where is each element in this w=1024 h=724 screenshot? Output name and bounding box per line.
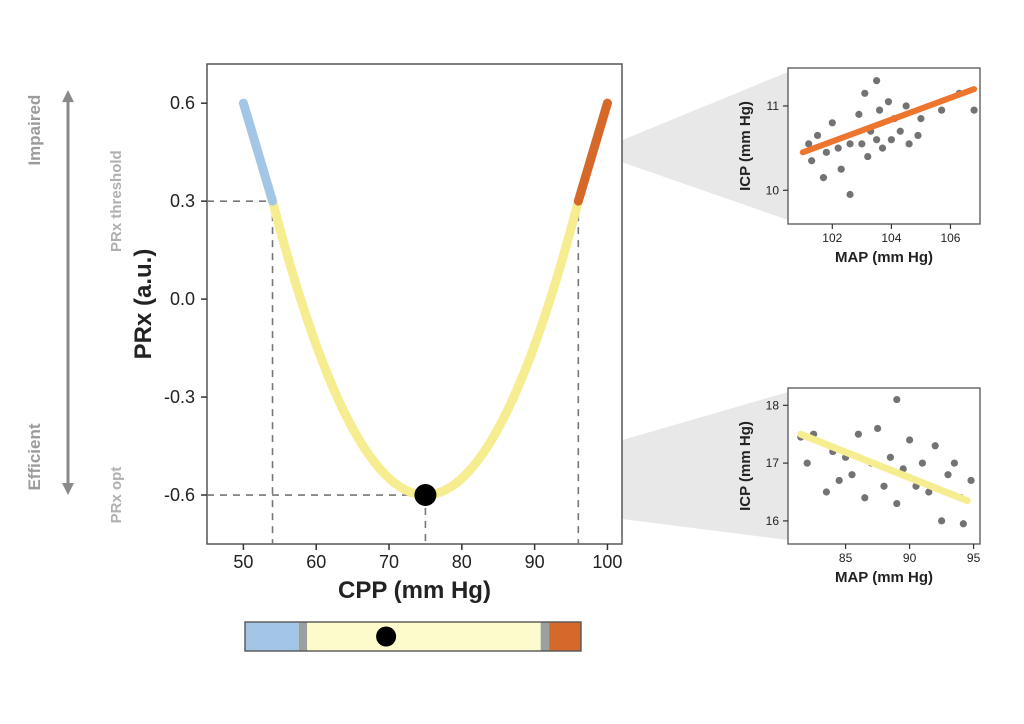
inset-bottom-point: [893, 396, 900, 403]
inset-bottom-point: [880, 483, 887, 490]
inset-bottom-y-label: ICP (mm Hg): [737, 421, 754, 511]
x-tick-label: 100: [592, 552, 622, 572]
y-tick-label: 0.3: [170, 191, 195, 211]
inset-top-point: [938, 107, 945, 114]
y-tick-label: -0.3: [164, 387, 195, 407]
y-axis-label: PRx (a.u.): [130, 249, 157, 360]
inset-bottom-point: [848, 471, 855, 478]
inset-bottom-point: [951, 460, 958, 467]
inset-top-point: [808, 157, 815, 164]
inset-bottom-y-tick: 18: [766, 398, 780, 412]
inset-top-point: [820, 174, 827, 181]
inset-top-point: [914, 132, 921, 139]
inset-bottom-point: [960, 520, 967, 527]
inset-top-point: [861, 90, 868, 97]
colorbar-segment: [245, 622, 299, 651]
inset-bottom-point: [874, 425, 881, 432]
inset-bottom-x-tick: 85: [839, 551, 853, 565]
inset-bottom-point: [804, 460, 811, 467]
inset-top-point: [873, 77, 880, 84]
x-tick-label: 70: [379, 552, 399, 572]
inset-top-point: [846, 191, 853, 198]
inset-top-point: [885, 98, 892, 105]
x-tick-label: 80: [452, 552, 472, 572]
inset-bottom-point: [855, 431, 862, 438]
inset-top-x-label: MAP (mm Hg): [835, 249, 933, 266]
inset-bottom-point: [836, 477, 843, 484]
inset-bottom-x-label: MAP (mm Hg): [835, 569, 933, 586]
inset-bottom-point: [887, 454, 894, 461]
prx-opt-label: PRx opt: [108, 467, 125, 524]
x-tick-label: 90: [525, 552, 545, 572]
inset-top-point: [888, 136, 895, 143]
inset-top-point: [858, 140, 865, 147]
inset-bottom-point: [906, 436, 913, 443]
inset-top-point: [873, 136, 880, 143]
y-tick-label: -0.6: [164, 485, 195, 505]
efficient-label: Efficient: [25, 423, 44, 490]
inset-top-x-tick: 104: [881, 231, 901, 245]
inset-top-point: [903, 102, 910, 109]
inset-top-y-tick: 11: [767, 99, 780, 113]
inset-bottom-point: [893, 500, 900, 507]
inset-top-point: [970, 107, 977, 114]
inset-top-x-tick: 106: [940, 231, 960, 245]
inset-top-point: [846, 140, 853, 147]
inset-top-point: [814, 132, 821, 139]
inset-bottom-y-tick: 16: [766, 514, 780, 528]
inset-top-point: [876, 107, 883, 114]
opt-point: [414, 484, 436, 506]
inset-top-point: [897, 128, 904, 135]
colorbar-segment: [549, 622, 581, 651]
inset-top-point: [864, 153, 871, 160]
inset-top-point: [838, 166, 845, 173]
inset-bottom-point: [919, 460, 926, 467]
main-panel: [207, 64, 622, 544]
inset-top-point: [906, 140, 913, 147]
impaired-label: Impaired: [25, 95, 44, 166]
inset-top-point: [855, 111, 862, 118]
inset-top-point: [879, 145, 886, 152]
inset-top-x-tick: 102: [822, 231, 842, 245]
inset-top-point: [823, 149, 830, 156]
inset-top-y-tick: 10: [766, 183, 780, 197]
inset-bottom-x-tick: 95: [967, 551, 981, 565]
inset-bottom-point: [967, 477, 974, 484]
inset-bottom-point: [938, 517, 945, 524]
inset-bottom-point: [944, 471, 951, 478]
colorbar-segment: [299, 622, 307, 651]
y-tick-label: 0.6: [170, 93, 195, 113]
x-tick-label: 50: [233, 552, 253, 572]
inset-bottom-point: [861, 494, 868, 501]
prx-threshold-label: PRx threshold: [108, 150, 125, 252]
x-tick-label: 60: [306, 552, 326, 572]
inset-top-y-label: ICP (mm Hg): [737, 101, 754, 191]
x-axis-label: CPP (mm Hg): [338, 577, 491, 604]
colorbar-segment: [541, 622, 549, 651]
figure-svg: 50 60 70 80 90 100 -0.6 -0.3 0.0 0.3 0.6 CPP (mm Hg…: [0, 0, 1024, 724]
colorbar-segment: [307, 622, 541, 651]
inset-bottom-point: [823, 488, 830, 495]
inset-bottom-y-tick: 17: [766, 456, 780, 470]
inset-top-point: [829, 119, 836, 126]
inset-top-point: [835, 145, 842, 152]
inset-bottom-x-tick: 90: [903, 551, 917, 565]
inset-bottom-point: [932, 442, 939, 449]
y-tick-label: 0.0: [170, 289, 195, 309]
inset-top-point: [917, 115, 924, 122]
colorbar-dot: [376, 627, 396, 647]
